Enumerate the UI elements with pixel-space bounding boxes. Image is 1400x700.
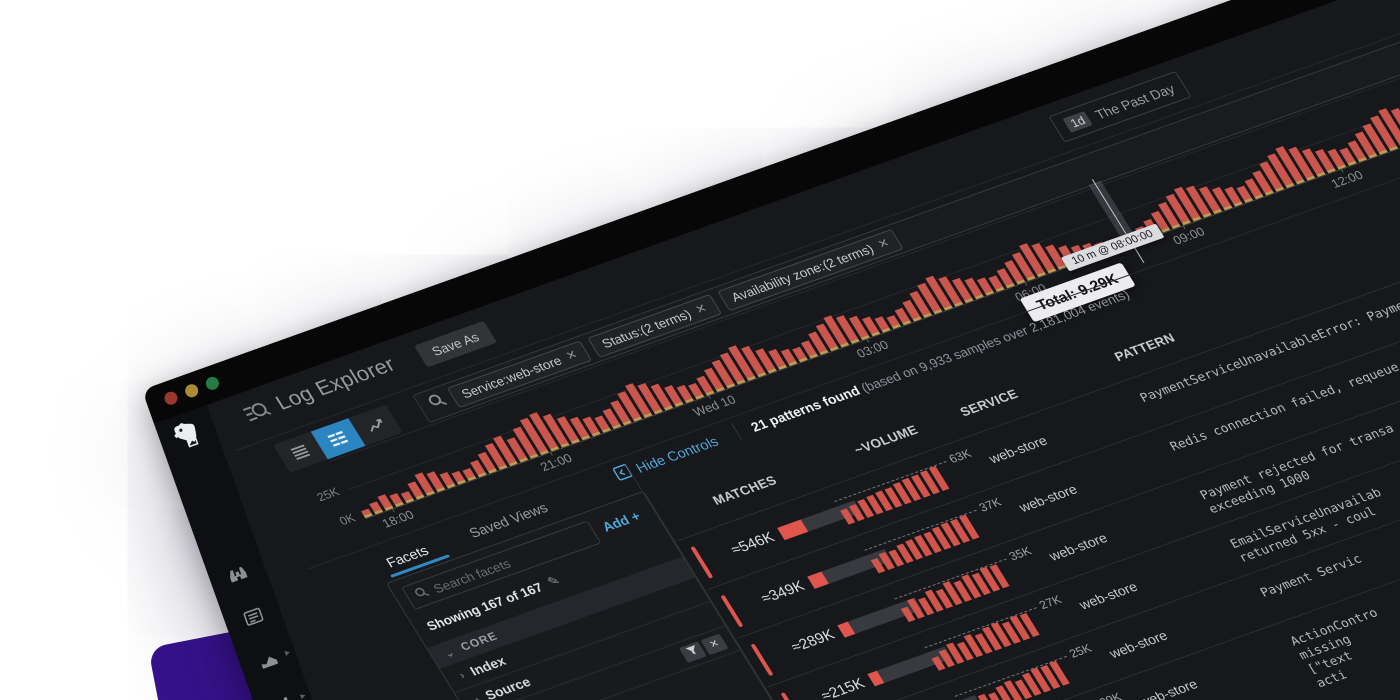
- sparkline-max-label: 37K: [976, 495, 1004, 515]
- matches-value: ≈289K: [787, 626, 838, 656]
- facet-item-label: Index: [467, 653, 509, 679]
- sparkline-max-label: 27K: [1036, 592, 1065, 612]
- x-axis-tick: [866, 338, 870, 343]
- service-name: web-store: [1076, 579, 1141, 613]
- x-axis-tick: [708, 395, 712, 400]
- close-icon: ✕: [707, 638, 722, 651]
- apm-services-icon[interactable]: ▸: [253, 680, 316, 700]
- add-facet-button[interactable]: Add +: [599, 508, 644, 535]
- time-range-label: The Past Day: [1092, 81, 1178, 122]
- datadog-logo-icon[interactable]: [167, 414, 210, 457]
- remove-filter-icon[interactable]: ✕: [692, 300, 710, 317]
- funnel-icon: [684, 645, 701, 660]
- search-input[interactable]: Service:web-store ✕ Status:(2 terms) ✕ Avail…: [412, 31, 1400, 424]
- plus-icon: +: [627, 508, 644, 525]
- service-name: web-store: [1016, 481, 1081, 515]
- sparkline-max-label: 29K: [1096, 689, 1125, 700]
- app-window: ▸▸▸ Log Explorer Save As 1d The Past Day: [142, 0, 1400, 700]
- search-icon: [426, 392, 451, 414]
- service-name: web-store: [986, 433, 1051, 467]
- window-body: ▸▸▸ Log Explorer Save As 1d The Past Day: [154, 0, 1400, 700]
- chevron-down-icon: ⌄: [441, 646, 458, 661]
- pattern-text: ActionContro missing ["text acti: [1287, 604, 1381, 691]
- chevron-right-icon: ›: [472, 693, 483, 700]
- service-name: web-store: [1106, 627, 1171, 662]
- search-facets-placeholder: Search facets: [430, 555, 514, 596]
- x-axis-tick: [549, 451, 553, 456]
- x-axis-tick: [1024, 281, 1028, 286]
- sparkline-max-label: 25K: [1066, 641, 1095, 661]
- x-axis-tick: [1182, 225, 1186, 230]
- sparkline-max-label: 63K: [946, 446, 974, 466]
- chevron-right-icon: ▸: [298, 690, 308, 700]
- x-axis-tick: [1340, 168, 1344, 173]
- service-name: web-store: [1046, 530, 1111, 564]
- watchdog-binoculars-icon[interactable]: [206, 550, 269, 597]
- service-name: web-store: [1136, 676, 1201, 700]
- log-explorer-icon: [238, 396, 279, 432]
- patterns-view-button[interactable]: [310, 418, 366, 460]
- matches-value: ≈215K: [818, 675, 868, 700]
- view-mode-toggle-group: [272, 404, 404, 473]
- chevron-right-icon: ›: [457, 669, 468, 682]
- list-view-button[interactable]: [273, 432, 328, 473]
- facet-filter-button[interactable]: [678, 641, 707, 663]
- x-axis-tick: [391, 508, 395, 513]
- matches-value: ≈349K: [757, 577, 808, 608]
- y-axis-label-0k: 0K: [336, 510, 358, 528]
- sparkline-max-label: 35K: [1006, 543, 1035, 564]
- remove-filter-icon[interactable]: ✕: [563, 347, 581, 363]
- window-close-button[interactable]: [162, 389, 180, 407]
- facet-item[interactable]: ›✕: [470, 625, 742, 700]
- search-icon: [412, 585, 431, 602]
- column-header-service[interactable]: SERVICE: [957, 386, 1021, 420]
- sidebar: ▸▸▸: [154, 405, 546, 700]
- column-header-pattern[interactable]: PATTERN: [1111, 330, 1178, 364]
- metrics-icon[interactable]: ▸: [237, 637, 300, 684]
- window-zoom-button[interactable]: [204, 375, 221, 392]
- time-range-badge: 1d: [1062, 110, 1094, 133]
- analytics-view-button[interactable]: [348, 405, 403, 446]
- y-axis-label-25k: 25K: [314, 484, 342, 505]
- edit-pencil-icon[interactable]: ✎: [544, 572, 563, 590]
- window-minimize-button[interactable]: [183, 382, 200, 400]
- remove-filter-icon[interactable]: ✕: [874, 235, 892, 252]
- facets-panel: Search facets Add + Showing 167 of 167 ✎ …: [385, 490, 882, 700]
- matches-value: ≈546K: [727, 528, 778, 559]
- chevron-right-icon: ▸: [283, 646, 292, 659]
- search-facets-input[interactable]: Search facets: [401, 520, 602, 610]
- content-plane: Log Explorer Save As 1d The Past Day Ser…: [207, 0, 1400, 700]
- logs-icon[interactable]: [222, 593, 285, 640]
